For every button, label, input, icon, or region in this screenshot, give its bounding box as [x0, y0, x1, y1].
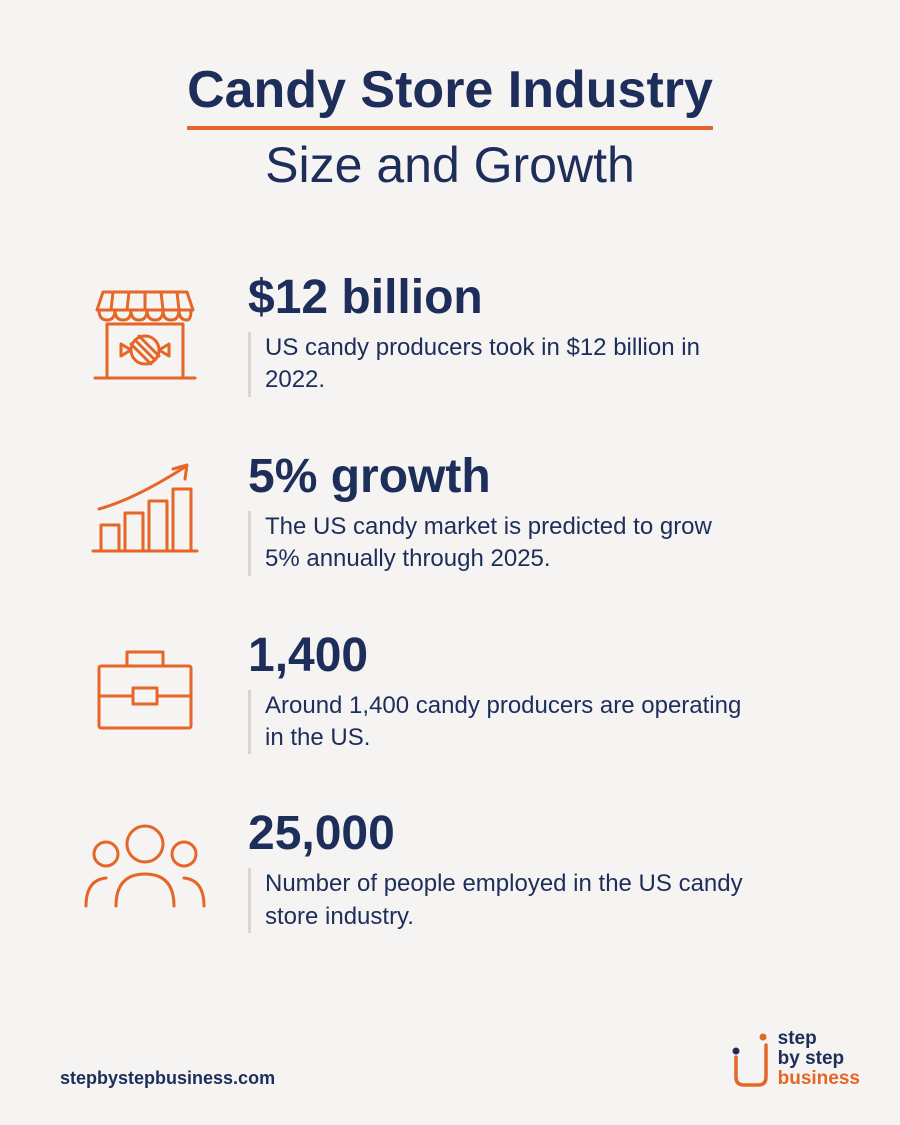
stat-desc: Number of people employed in the US cand… [248, 868, 748, 933]
stat-heading: 25,000 [248, 810, 840, 858]
stat-desc: Around 1,400 candy producers are operati… [248, 690, 748, 755]
stat-row: 1,400 Around 1,400 candy producers are o… [80, 632, 840, 755]
stat-heading: $12 billion [248, 274, 840, 322]
growth-chart-icon [80, 453, 210, 559]
footer-url: stepbystepbusiness.com [60, 1068, 275, 1089]
stat-heading: 1,400 [248, 632, 840, 680]
logo-line2: by step [778, 1049, 860, 1069]
stats-list: $12 billion US candy producers took in $… [60, 274, 840, 933]
stat-desc: US candy producers took in $12 billion i… [248, 332, 748, 397]
logo-line1: step [778, 1029, 860, 1049]
stat-text: $12 billion US candy producers took in $… [248, 274, 840, 397]
stat-text: 1,400 Around 1,400 candy producers are o… [248, 632, 840, 755]
people-icon [80, 810, 210, 916]
candy-store-icon [80, 274, 210, 390]
title-line2: Size and Growth [60, 136, 840, 194]
logo-mark-icon [728, 1031, 772, 1087]
stat-desc: The US candy market is predicted to grow… [248, 511, 748, 576]
stat-text: 5% growth The US candy market is predict… [248, 453, 840, 576]
logo-line3: business [778, 1069, 860, 1089]
stat-row: 25,000 Number of people employed in the … [80, 810, 840, 933]
title-block: Candy Store Industry Size and Growth [60, 60, 840, 194]
stat-row: 5% growth The US candy market is predict… [80, 453, 840, 576]
stat-text: 25,000 Number of people employed in the … [248, 810, 840, 933]
stat-heading: 5% growth [248, 453, 840, 501]
briefcase-icon [80, 632, 210, 738]
logo-text: step by step business [778, 1029, 860, 1089]
footer: stepbystepbusiness.com step by step busi… [60, 1029, 860, 1089]
stat-row: $12 billion US candy producers took in $… [80, 274, 840, 397]
title-line1: Candy Store Industry [187, 60, 713, 130]
brand-logo: step by step business [728, 1029, 860, 1089]
